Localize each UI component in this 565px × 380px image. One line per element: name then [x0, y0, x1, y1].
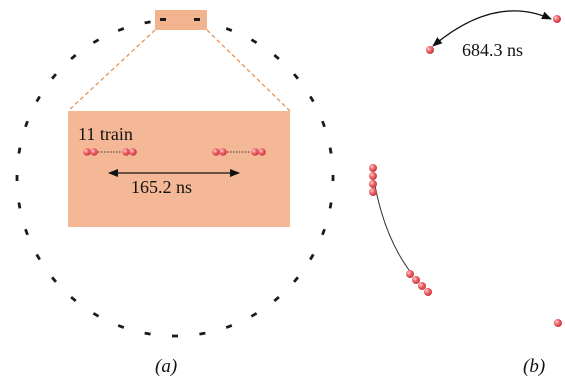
ring-train-dash	[250, 312, 258, 318]
ring-train-dash	[144, 331, 151, 336]
bunch-right-1	[212, 148, 220, 156]
zoom-source-dash-right	[194, 18, 200, 21]
ring-train-dash	[328, 202, 333, 209]
zoom-line-left	[67, 29, 156, 112]
ring-train-dash	[250, 38, 258, 44]
bunch-left-2	[90, 148, 98, 156]
ring-train-dash	[292, 276, 300, 283]
bunch-b-arc-8	[424, 288, 432, 296]
bunch-b-arc-6	[412, 276, 420, 284]
bunch-right-2	[219, 148, 227, 156]
ring-train-dash	[144, 20, 151, 25]
ring-train-dash	[35, 95, 41, 103]
panel-b-label: (b)	[523, 356, 546, 377]
bunch-b-arc-4	[369, 188, 377, 196]
storage-ring-dashes	[15, 20, 335, 338]
ring-train-dash	[309, 95, 315, 103]
ring-train-dash	[321, 228, 326, 236]
ring-train-dash	[273, 295, 280, 303]
ring-train-dash	[273, 53, 280, 61]
ring-train-dash	[50, 73, 58, 80]
bunch-right-3	[251, 148, 259, 156]
bunch-left-4	[129, 148, 137, 156]
ring-train-dash	[309, 253, 315, 261]
bunch-b-arc-5	[406, 270, 414, 278]
zoom-line-right	[206, 29, 291, 112]
gap-arc-arrow	[432, 10, 552, 47]
bunch-right-4	[258, 148, 266, 156]
ring-train-dash	[117, 324, 125, 329]
ring-train-dash	[17, 147, 22, 154]
ring-train-dash	[117, 27, 125, 32]
ring-train-dash	[50, 276, 58, 283]
ring-train-dash	[70, 295, 77, 303]
ring-train-dash	[292, 73, 300, 80]
ring-train-dash	[172, 334, 178, 338]
bunch-b-bottom-right	[554, 319, 562, 327]
ring-train-dash	[17, 202, 22, 209]
ring-train-dash	[328, 147, 333, 154]
panel-a-label: (a)	[155, 356, 178, 377]
zoom-source-dash-left	[160, 18, 166, 21]
ring-train-dash	[15, 175, 19, 181]
ring-train-dash	[225, 324, 233, 329]
bunch-b-arc-2	[369, 172, 377, 180]
ring-train-dash	[92, 312, 100, 318]
ring-train-dash	[24, 120, 29, 128]
ring-train-dash	[225, 27, 233, 32]
bunch-b-arc-3	[369, 180, 377, 188]
train-arc	[373, 179, 413, 275]
ring-train-dash	[24, 228, 29, 236]
ring-train-dash	[331, 175, 335, 181]
bunch-left-1	[83, 148, 91, 156]
ring-train-dash	[321, 120, 326, 128]
bunch-b-top-right	[553, 15, 561, 23]
ring-train-dash	[92, 38, 100, 44]
ring-train-dash	[70, 53, 77, 61]
inset-train-label: 11 train	[78, 124, 133, 144]
ring-train-dash	[35, 253, 41, 261]
gap-label: 684.3 ns	[462, 40, 524, 60]
zoom-source-box	[155, 10, 207, 30]
bunch-b-arc-7	[418, 282, 426, 290]
bunch-b-top-left	[426, 46, 434, 54]
bunch-b-arc-1	[369, 164, 377, 172]
spacing-label: 165.2 ns	[131, 177, 193, 197]
ring-train-dash	[199, 331, 206, 336]
bunch-left-3	[122, 148, 130, 156]
